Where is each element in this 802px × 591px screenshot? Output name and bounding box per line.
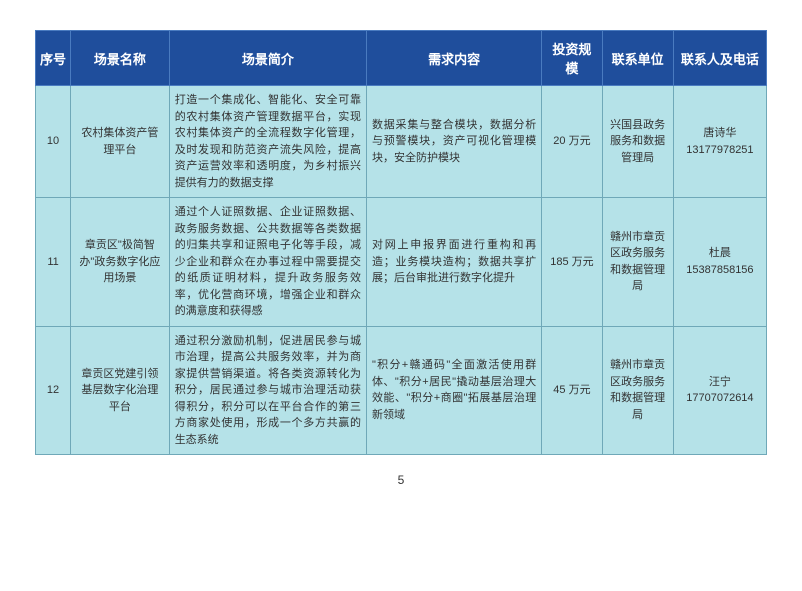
contact-name: 唐诗华 (703, 127, 736, 139)
cell-unit: 赣州市章贡区政务服务和数据管理局 (602, 198, 673, 327)
cell-unit: 赣州市章贡区政务服务和数据管理局 (602, 326, 673, 455)
cell-invest: 185 万元 (542, 198, 602, 327)
project-table: 序号 场景名称 场景简介 需求内容 投资规模 联系单位 联系人及电话 10 农村… (35, 30, 767, 455)
cell-name: 章贡区"极简智办"政务数字化应用场景 (71, 198, 170, 327)
cell-seq: 12 (36, 326, 71, 455)
header-seq: 序号 (36, 31, 71, 86)
cell-contact: 汪宁 17707072614 (673, 326, 766, 455)
page-number: 5 (35, 473, 767, 487)
header-name: 场景名称 (71, 31, 170, 86)
contact-name: 汪宁 (709, 376, 731, 388)
header-demand: 需求内容 (366, 31, 541, 86)
header-invest: 投资规模 (542, 31, 602, 86)
cell-invest: 20 万元 (542, 86, 602, 198)
cell-demand: 数据采集与整合模块，数据分析与预警模块，资产可视化管理模块，安全防护模块 (366, 86, 541, 198)
contact-phone: 17707072614 (686, 392, 753, 404)
cell-unit: 兴国县政务服务和数据管理局 (602, 86, 673, 198)
cell-name: 章贡区党建引领基层数字化治理平台 (71, 326, 170, 455)
contact-phone: 13177978251 (686, 144, 753, 156)
table-row: 10 农村集体资产管理平台 打造一个集成化、智能化、安全可靠的农村集体资产管理数… (36, 86, 767, 198)
cell-contact: 杜晨 15387858156 (673, 198, 766, 327)
table-row: 11 章贡区"极简智办"政务数字化应用场景 通过个人证照数据、企业证照数据、政务… (36, 198, 767, 327)
table-row: 12 章贡区党建引领基层数字化治理平台 通过积分激励机制，促进居民参与城市治理，… (36, 326, 767, 455)
contact-phone: 15387858156 (686, 264, 753, 276)
cell-demand: 对网上申报界面进行重构和再造；业务模块造构；数据共享扩展；后台审批进行数字化提升 (366, 198, 541, 327)
cell-contact: 唐诗华 13177978251 (673, 86, 766, 198)
cell-seq: 11 (36, 198, 71, 327)
cell-intro: 打造一个集成化、智能化、安全可靠的农村集体资产管理数据平台，实现农村集体资产的全… (169, 86, 366, 198)
cell-intro: 通过个人证照数据、企业证照数据、政务服务数据、公共数据等各类数据的归集共享和证照… (169, 198, 366, 327)
table-body: 10 农村集体资产管理平台 打造一个集成化、智能化、安全可靠的农村集体资产管理数… (36, 86, 767, 455)
cell-seq: 10 (36, 86, 71, 198)
header-contact: 联系人及电话 (673, 31, 766, 86)
table-header: 序号 场景名称 场景简介 需求内容 投资规模 联系单位 联系人及电话 (36, 31, 767, 86)
header-intro: 场景简介 (169, 31, 366, 86)
cell-intro: 通过积分激励机制，促进居民参与城市治理，提高公共服务效率，并为商家提供营销渠道。… (169, 326, 366, 455)
contact-name: 杜晨 (709, 247, 731, 259)
cell-invest: 45 万元 (542, 326, 602, 455)
header-unit: 联系单位 (602, 31, 673, 86)
cell-demand: "积分+赣通码"全面激活使用群体、"积分+居民"撬动基层治理大效能、"积分+商圈… (366, 326, 541, 455)
cell-name: 农村集体资产管理平台 (71, 86, 170, 198)
